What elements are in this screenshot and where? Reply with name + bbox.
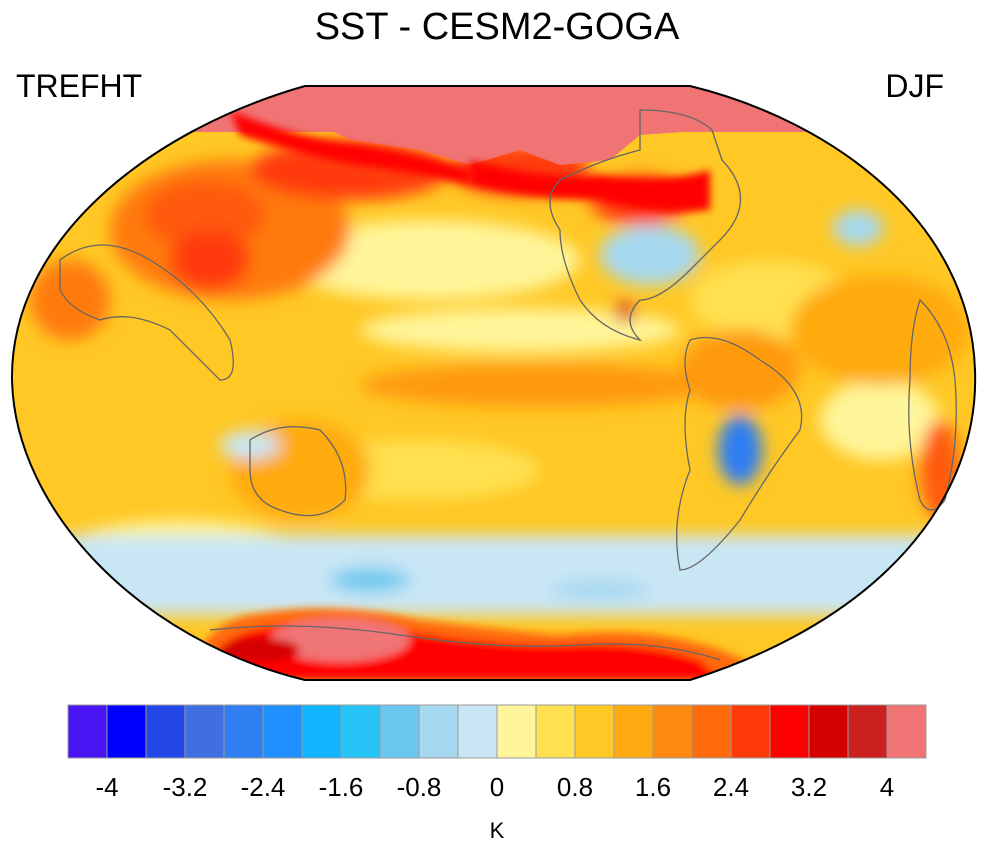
colorbar-swatch (769, 704, 810, 759)
colorbar-tick-label: -4 (95, 772, 119, 802)
colorbar-swatch (184, 704, 225, 759)
colorbar-swatch (613, 704, 654, 759)
map-border (10, 85, 977, 681)
colorbar-tick-label: 1.6 (634, 772, 672, 802)
colorbar-swatch (145, 704, 186, 759)
colorbar-swatch (847, 704, 888, 759)
colorbar-border (67, 704, 927, 759)
colorbar-tick-label: 4 (879, 772, 895, 802)
colorbar-swatch (574, 704, 615, 759)
colorbar-swatch (808, 704, 849, 759)
colorbar-tick-label: 0.8 (556, 772, 594, 802)
colorbar-swatch (67, 704, 108, 759)
colorbar-swatch (223, 704, 264, 759)
anomaly-field (11, 86, 976, 680)
colorbar-swatch (535, 704, 576, 759)
colorbar-tick-label: -0.8 (396, 772, 442, 802)
colorbar-swatch (106, 704, 147, 759)
season-label: DJF (885, 68, 944, 104)
colorbar-swatch (301, 704, 342, 759)
colorbar-tick-label: -1.6 (318, 772, 364, 802)
colorbar-swatch (418, 704, 459, 759)
colorbar-tick-label: -3.2 (162, 772, 208, 802)
colorbar-swatch (652, 704, 693, 759)
colorbar-tick-label: 3.2 (790, 772, 828, 802)
colorbar-tick-label: -2.4 (240, 772, 286, 802)
colorbar-swatch (457, 704, 498, 759)
coastlines (59, 109, 957, 661)
colorbar-tick-label: 2.4 (712, 772, 750, 802)
colorbar-swatch (886, 704, 927, 759)
colorbar-tick-label: 0 (489, 772, 505, 802)
colorbar-swatch (496, 704, 537, 759)
colorbar-swatch (730, 704, 771, 759)
colorbar-swatch (340, 704, 381, 759)
plot-title: SST - CESM2-GOGA (314, 6, 680, 48)
variable-label: TREFHT (16, 68, 143, 104)
colorbar-swatch (262, 704, 303, 759)
colorbar-swatch (379, 704, 420, 759)
colorbar-units: K (489, 818, 505, 843)
colorbar-swatch (691, 704, 732, 759)
